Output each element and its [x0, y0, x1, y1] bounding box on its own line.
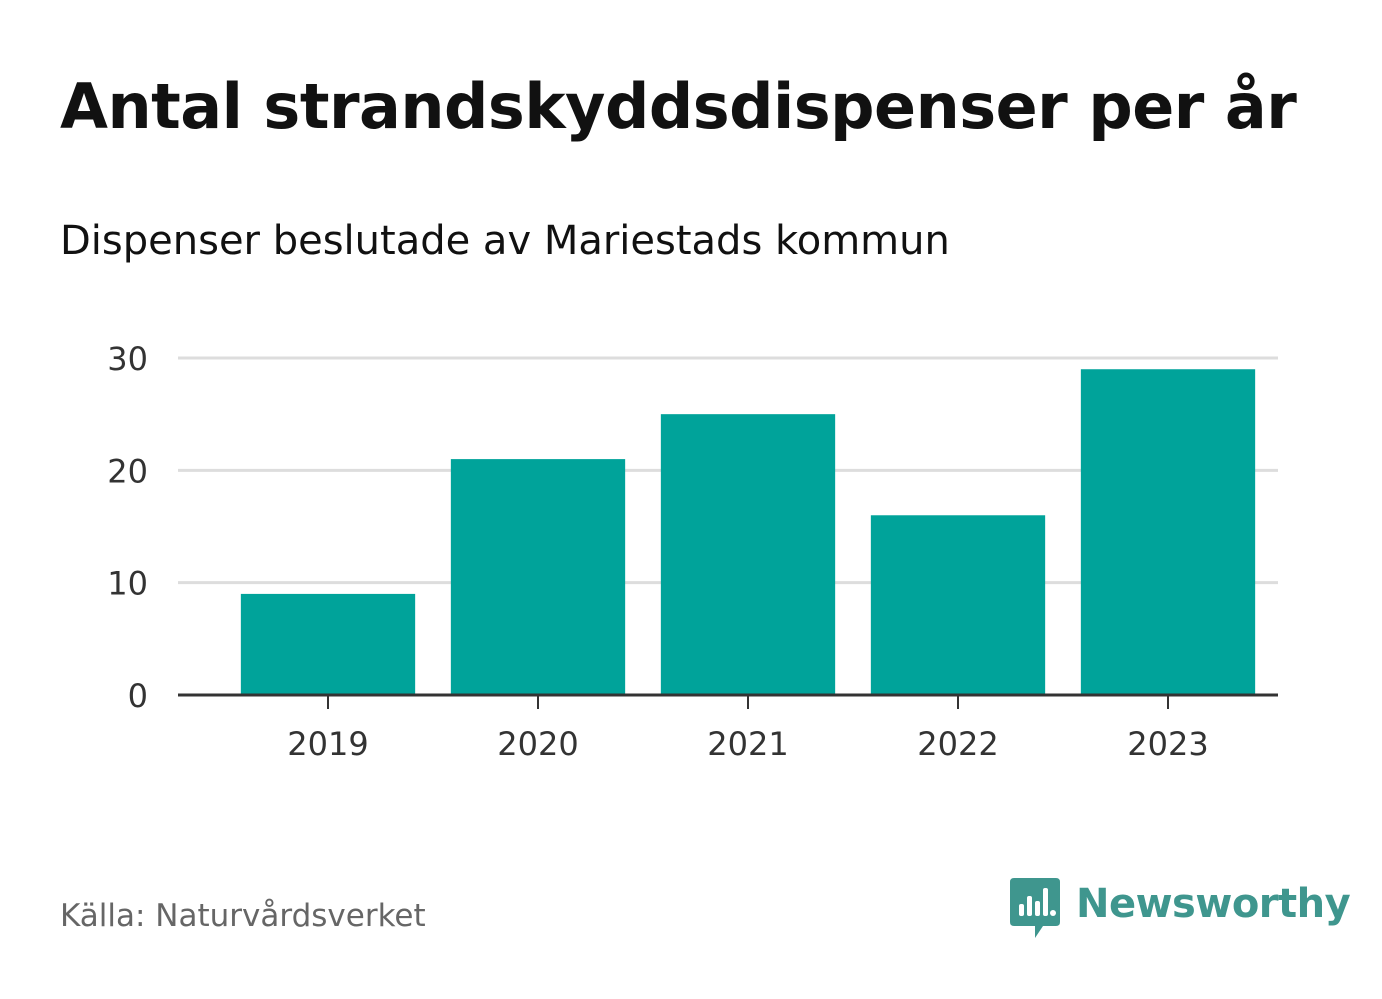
- x-tick-label: 2022: [917, 725, 998, 763]
- brand-logo: Newsworthy: [1010, 878, 1351, 940]
- source-note: Källa: Naturvårdsverket: [60, 898, 426, 934]
- y-tick-label: 20: [107, 452, 148, 490]
- brand-name: Newsworthy: [1076, 881, 1351, 927]
- chart-title: Antal strandskyddsdispenser per år: [60, 70, 1297, 143]
- bar-2023: [1080, 369, 1256, 695]
- x-tick-label: 2023: [1127, 725, 1208, 763]
- bar-2021: [660, 414, 836, 695]
- chart-subtitle: Dispenser beslutade av Mariestads kommun: [60, 218, 950, 264]
- bar-2022: [870, 515, 1046, 695]
- x-tick-label: 2021: [707, 725, 788, 763]
- y-tick-label: 10: [107, 565, 148, 603]
- y-tick-label: 0: [128, 677, 148, 715]
- y-tick-label: 30: [107, 340, 148, 378]
- bar-2019: [240, 593, 416, 695]
- bar-2020: [450, 459, 626, 695]
- x-tick-label: 2019: [287, 725, 368, 763]
- newsworthy-logo-icon: [1010, 878, 1060, 938]
- x-tick-label: 2020: [497, 725, 578, 763]
